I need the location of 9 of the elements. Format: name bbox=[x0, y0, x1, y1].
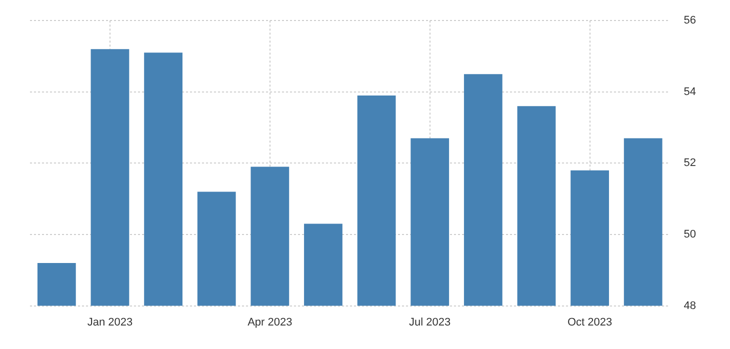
x-tick-label: Jul 2023 bbox=[409, 316, 451, 328]
y-tick-label: 54 bbox=[684, 86, 696, 98]
y-tick-label: 48 bbox=[684, 300, 696, 312]
x-tick-label: Jan 2023 bbox=[87, 316, 133, 328]
y-tick-label: 50 bbox=[684, 228, 696, 241]
x-tick-label: Apr 2023 bbox=[248, 316, 292, 328]
x-tick-label: Oct 2023 bbox=[567, 316, 612, 328]
y-tick-label: 52 bbox=[684, 157, 696, 170]
y-tick-label: 56 bbox=[684, 14, 696, 27]
